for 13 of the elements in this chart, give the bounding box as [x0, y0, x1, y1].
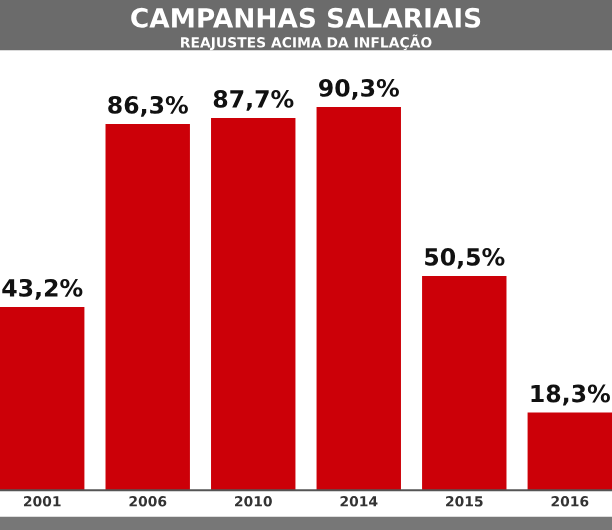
data-label: 90,3%: [319, 78, 399, 100]
bar: [527, 412, 612, 491]
bar: [422, 275, 507, 491]
data-label: 50,5%: [425, 247, 505, 269]
bar: [316, 106, 401, 491]
data-label: 86,3%: [108, 95, 188, 117]
data-label: 43,2%: [2, 278, 83, 300]
bar: [211, 117, 296, 491]
data-label: 87,7%: [213, 89, 294, 111]
bar: [0, 306, 85, 491]
data-label: 18,3%: [531, 384, 610, 406]
bar: [105, 123, 190, 491]
chart-title: CAMPANHAS SALARIAIS: [131, 7, 481, 28]
